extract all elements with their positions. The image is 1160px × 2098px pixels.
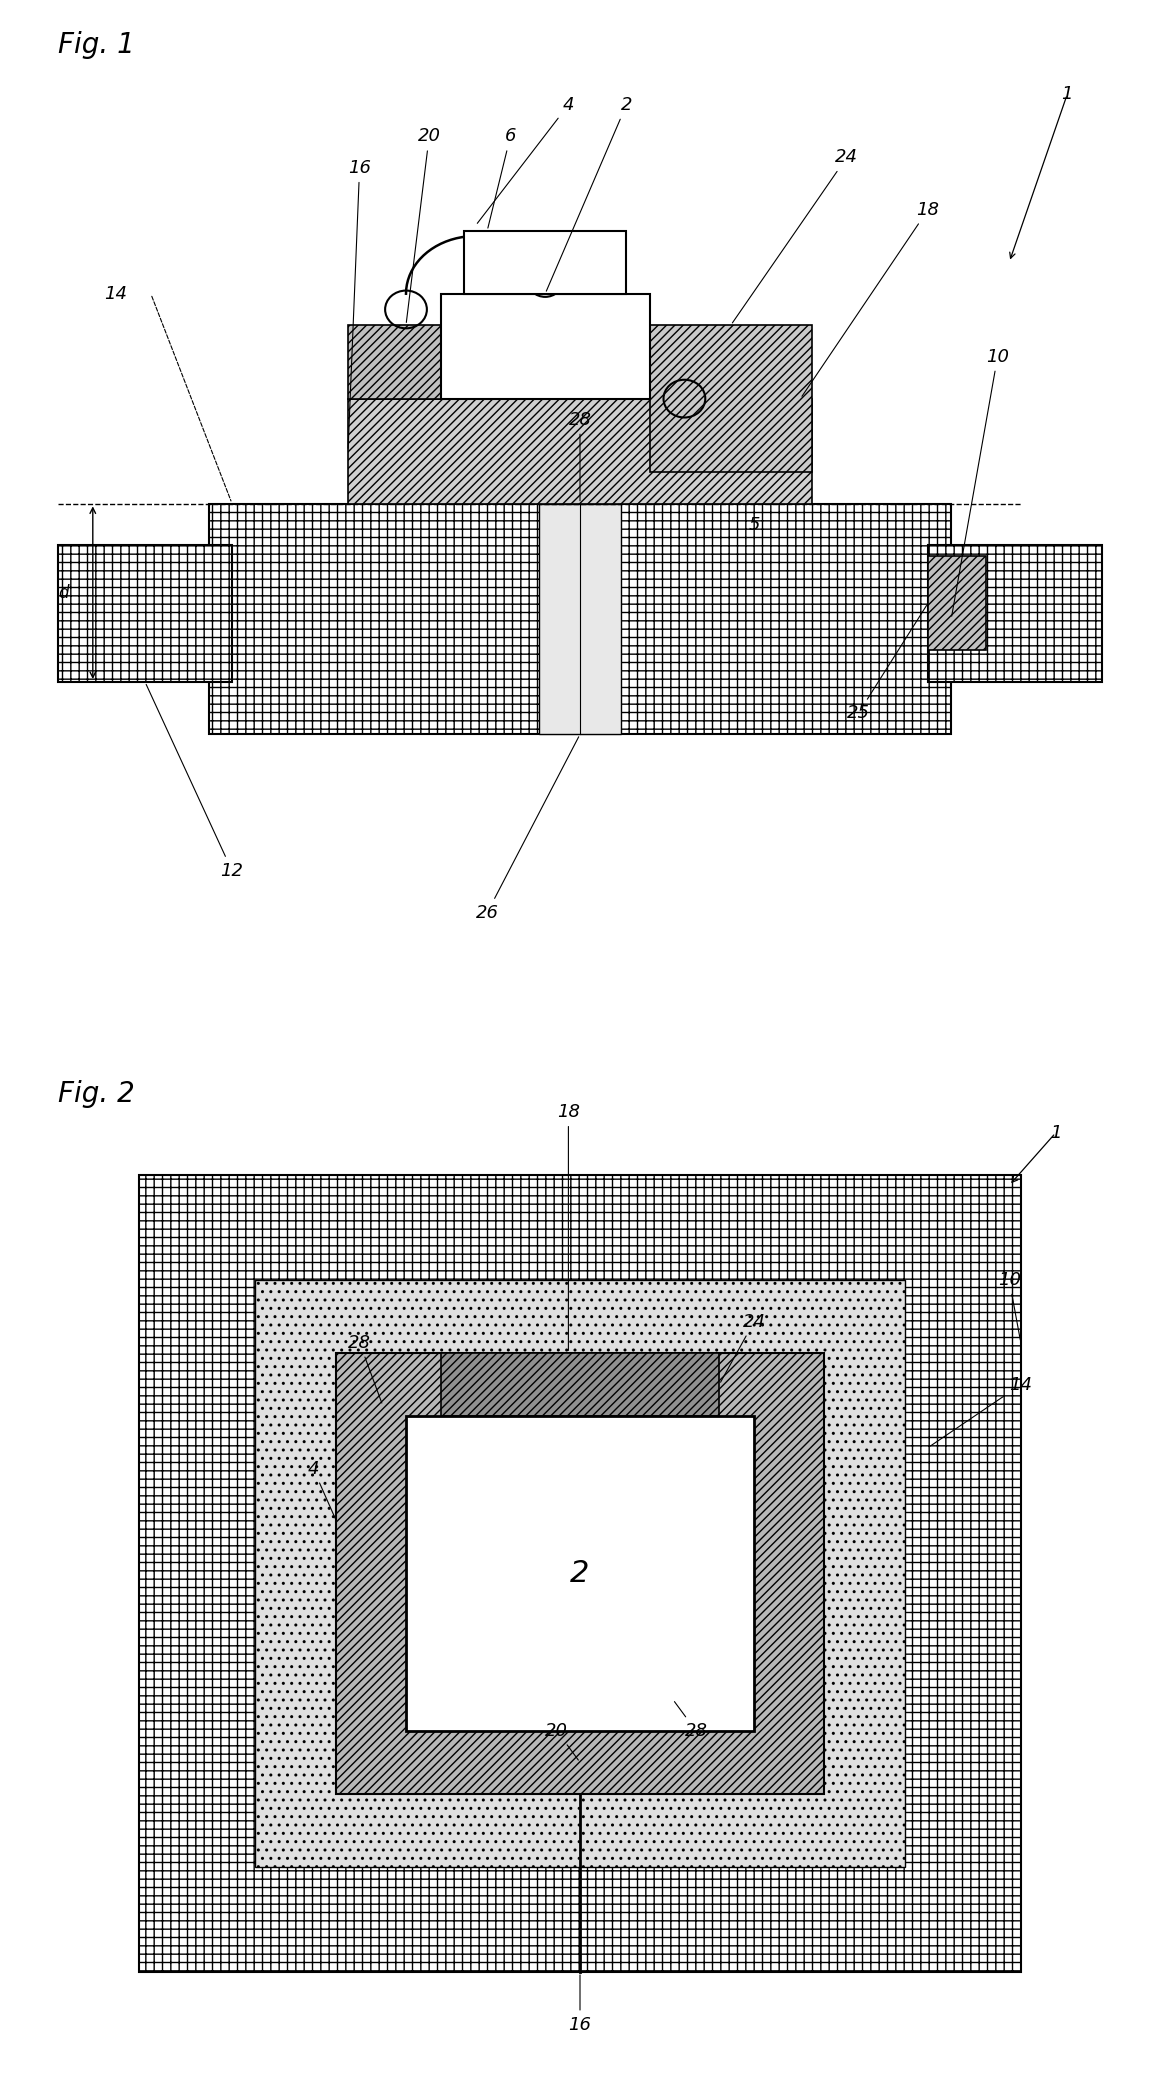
Bar <box>928 545 1102 682</box>
Bar <box>539 504 621 734</box>
Bar <box>58 545 232 682</box>
Text: 10: 10 <box>998 1271 1021 1341</box>
Bar <box>406 1416 754 1731</box>
Text: 28: 28 <box>674 1701 708 1739</box>
Text: 18: 18 <box>802 201 940 397</box>
Text: 14: 14 <box>104 285 128 302</box>
Text: Fig. 1: Fig. 1 <box>58 31 135 59</box>
Text: 26: 26 <box>476 736 579 921</box>
Text: 14: 14 <box>930 1376 1032 1446</box>
Text: 10: 10 <box>951 348 1009 617</box>
Bar <box>348 325 464 399</box>
Text: 2: 2 <box>546 97 632 292</box>
Bar <box>650 325 812 472</box>
Text: 6: 6 <box>488 128 516 229</box>
Text: 25: 25 <box>847 606 927 722</box>
Bar <box>928 556 986 650</box>
Text: 1: 1 <box>1050 1125 1061 1141</box>
Text: Fig. 2: Fig. 2 <box>58 1080 135 1108</box>
Text: 16: 16 <box>568 1974 592 2033</box>
Text: 20: 20 <box>545 1722 579 1760</box>
Text: 4: 4 <box>477 97 574 222</box>
Text: 24: 24 <box>732 149 858 323</box>
Text: 24: 24 <box>720 1313 766 1383</box>
Text: 4: 4 <box>307 1460 335 1519</box>
Text: 2: 2 <box>571 1559 589 1588</box>
Text: 16: 16 <box>348 159 371 449</box>
Bar <box>464 231 626 294</box>
Text: 5: 5 <box>748 516 760 533</box>
Bar <box>336 1353 824 1794</box>
Text: 12: 12 <box>146 684 244 879</box>
Bar <box>441 294 650 399</box>
Text: 20: 20 <box>406 128 441 323</box>
Bar <box>255 1280 905 1867</box>
Bar <box>139 1175 1021 1972</box>
Text: 18: 18 <box>557 1104 580 1351</box>
Bar <box>209 504 951 734</box>
Text: 28: 28 <box>348 1334 382 1404</box>
Text: 28: 28 <box>568 411 592 501</box>
Text: 1: 1 <box>1061 86 1073 103</box>
Text: d: d <box>58 583 70 602</box>
Bar <box>348 399 812 504</box>
Bar <box>441 1353 719 1416</box>
